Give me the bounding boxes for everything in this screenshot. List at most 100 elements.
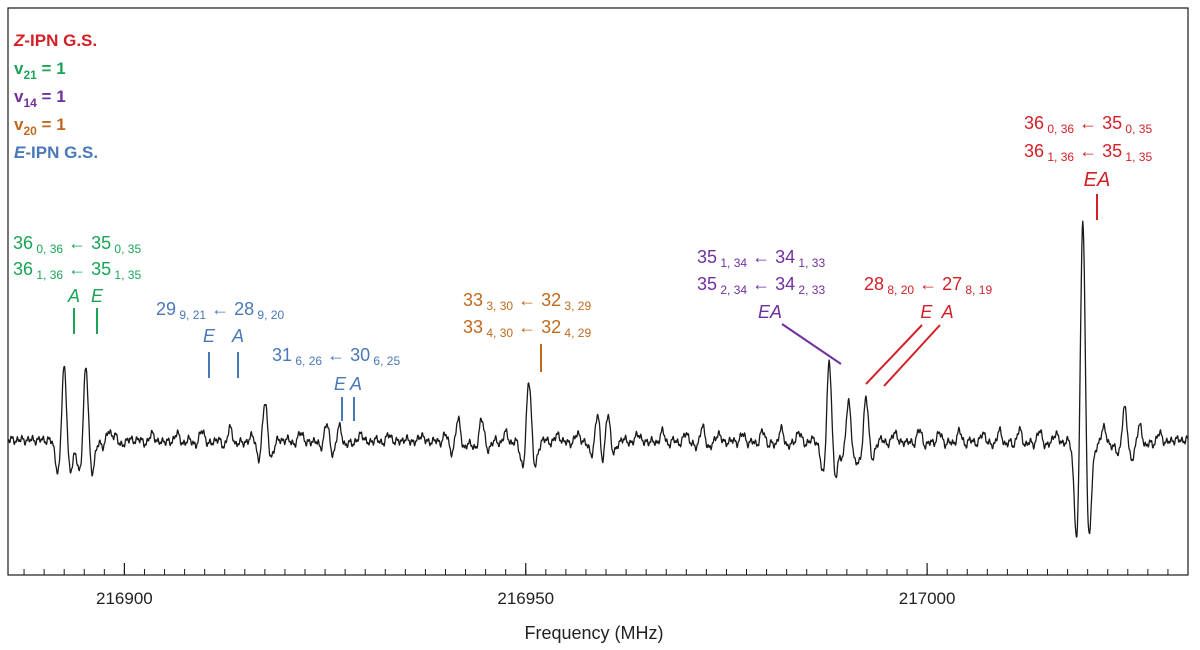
ann-sub: 8, 19 [962,283,992,297]
ann-text: 36 [13,259,33,279]
annotation-z36-tag: EA [1084,169,1111,191]
legend-e-suffix: -IPN G.S. [25,143,98,162]
ann-text: ← 34 [747,274,795,294]
ann-text: ← 35 [63,233,111,253]
ann-sub: 2, 33 [795,283,825,297]
annotation-z-36: 36 0, 36 ← 35 0, 35 36 1, 36 ← 35 1, 35 … [1024,113,1152,220]
ann-text: 31 [272,345,292,365]
annotation-v21: 36 0, 36 ← 35 0, 35 36 1, 36 ← 35 1, 35 … [13,233,141,334]
x-tick-label: 217000 [899,589,956,608]
ann-sub: 1, 36 [1044,150,1074,164]
ann-sub: 3, 30 [483,299,513,313]
annotation-v14-tag: EA [758,302,782,322]
annotation-z28-leader-a [883,324,941,387]
legend-v14-suffix: = 1 [37,87,66,106]
annotation-z-28: 28 8, 20 ← 27 8, 19 E A [864,274,992,387]
ann-sub: 9, 21 [176,308,206,322]
annotation-v20-line-1: 33 3, 30 ← 32 3, 29 [463,290,591,313]
ann-sub: 2, 34 [717,283,747,297]
annotation-v21-line-2: 36 1, 36 ← 35 1, 35 [13,259,141,282]
annotation-v21-tag-e: E [91,286,104,306]
legend-v21-sub: 21 [23,68,37,82]
x-major-ticks [123,563,928,575]
ann-sub: 9, 20 [254,308,284,322]
ann-text: ← 32 [513,290,561,310]
legend-e-ipn: E-IPN G.S. [14,143,98,162]
x-tick-label: 216900 [96,589,153,608]
ann-text: 29 [156,299,176,319]
ann-text: ← 35 [1074,113,1122,133]
ann-text: ← 30 [322,345,370,365]
annotation-z28-tags: E A [920,302,953,322]
ann-sub: 1, 36 [33,268,63,282]
ann-sub: 6, 26 [292,354,322,368]
ann-sub: 3, 29 [561,299,591,313]
annotation-z28-leader-e [865,324,923,385]
ann-sub: 4, 29 [561,326,591,340]
ann-text: 36 [1024,113,1044,133]
plot-frame [7,7,1189,576]
ann-sub: 4, 30 [483,326,513,340]
ann-text: 33 [463,290,483,310]
legend-e-prefix: E [14,143,26,162]
legend-v20-base: v [14,115,24,134]
annotation-e31-tag-e: E [334,374,347,394]
ann-text: ← 27 [914,274,962,294]
legend-v14-sub: 14 [23,96,37,110]
ann-text: ← 35 [1074,141,1122,161]
ann-sub: 0, 36 [1044,122,1074,136]
ann-text: ← 35 [63,259,111,279]
legend-z-ipn: Z-IPN G.S. [13,31,97,50]
legend-v21-suffix: = 1 [37,59,66,78]
legend-z-prefix: Z [13,31,25,50]
annotation-v14-line-1: 35 1, 34 ← 34 1, 33 [697,247,825,270]
ann-sub: 6, 25 [370,354,400,368]
legend: Z-IPN G.S. v21 = 1 v14 = 1 v20 = 1 E-IPN… [13,31,98,162]
x-tick-labels: 216900 216950 217000 [96,589,955,608]
ann-text: 33 [463,317,483,337]
annotation-e29-tag-a: A [231,326,244,346]
ann-sub: 1, 35 [1122,150,1152,164]
ann-text: ← 32 [513,317,561,337]
x-tick-label: 216950 [497,589,554,608]
legend-v21-base: v [14,59,24,78]
annotation-v14-line-2: 35 2, 34 ← 34 2, 33 [697,274,825,297]
ann-sub: 8, 20 [884,283,914,297]
ann-text: 35 [697,274,717,294]
annotation-z36-line-2: 36 1, 36 ← 35 1, 35 [1024,141,1152,164]
ann-text: 36 [13,233,33,253]
annotation-z36-line-1: 36 0, 36 ← 35 0, 35 [1024,113,1152,136]
ann-text: 28 [864,274,884,294]
ann-text: 35 [697,247,717,267]
ann-sub: 0, 35 [111,242,141,256]
annotation-e-29: 29 9, 21 ← 28 9, 20 E A [156,299,284,378]
legend-v21: v21 = 1 [14,59,66,82]
ann-sub: 1, 33 [795,256,825,270]
legend-v20-sub: 20 [23,124,37,138]
annotation-v21-tag-a: A [67,286,80,306]
annotation-z28-line-1: 28 8, 20 ← 27 8, 19 [864,274,992,297]
legend-z-suffix: -IPN G.S. [24,31,97,50]
spectrum-trace [7,220,1189,538]
annotation-v20-line-2: 33 4, 30 ← 32 4, 29 [463,317,591,340]
ann-text: ← 34 [747,247,795,267]
ann-sub: 1, 34 [717,256,747,270]
legend-v14: v14 = 1 [14,87,66,110]
ann-text: 36 [1024,141,1044,161]
x-axis-title: Frequency (MHz) [524,623,663,643]
annotation-v14: 35 1, 34 ← 34 1, 33 35 2, 34 ← 34 2, 33 … [697,247,842,365]
annotation-v14-leader [781,323,842,365]
annotation-v20: 33 3, 30 ← 32 3, 29 33 4, 30 ← 32 4, 29 [463,290,591,372]
annotation-e29-line-1: 29 9, 21 ← 28 9, 20 [156,299,284,322]
ann-text: ← 28 [206,299,254,319]
annotation-e-31: 31 6, 26 ← 30 6, 25 E A [272,345,400,421]
annotation-e29-tag-e: E [203,326,216,346]
annotation-v21-line-1: 36 0, 36 ← 35 0, 35 [13,233,141,256]
annotation-e31-tag-a: A [349,374,362,394]
legend-v20-suffix: = 1 [37,115,66,134]
legend-v20: v20 = 1 [14,115,66,138]
ann-sub: 0, 36 [33,242,63,256]
legend-v14-base: v [14,87,24,106]
ann-sub: 1, 35 [111,268,141,282]
